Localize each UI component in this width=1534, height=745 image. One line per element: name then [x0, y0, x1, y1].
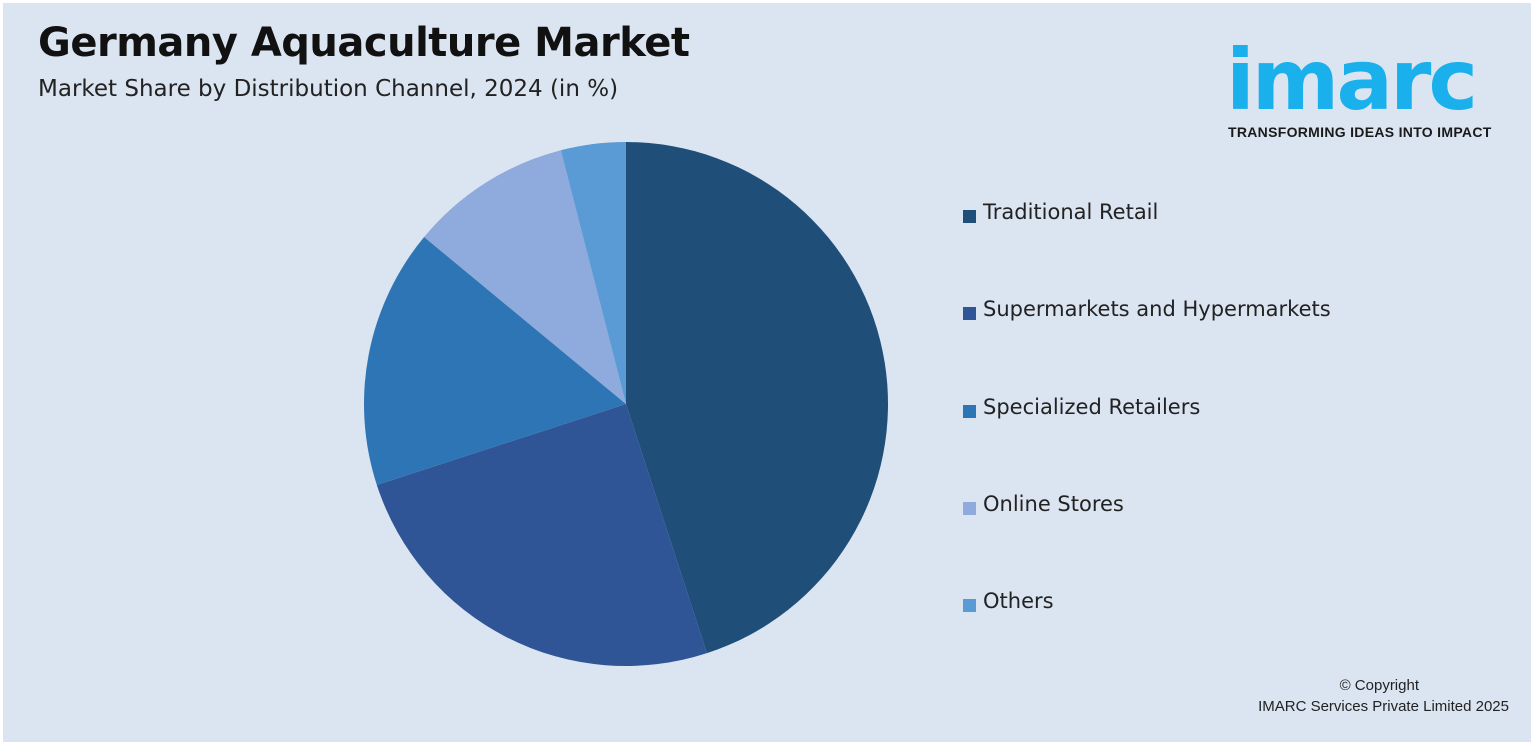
- copyright-label: © Copyright: [1339, 677, 1419, 694]
- legend-label: Online Stores: [983, 491, 1124, 516]
- legend-label: Specialized Retailers: [983, 394, 1201, 419]
- legend-swatch: [963, 210, 976, 223]
- copyright-notice: © Copyright IMARC Services Private Limit…: [1258, 675, 1509, 717]
- chart-title: Germany Aquaculture Market: [38, 20, 690, 66]
- pie-slice-traditional-retail: [626, 142, 888, 654]
- legend-swatch: [963, 307, 976, 321]
- pie-slice-online-stores: [424, 150, 626, 404]
- pie-slice-others: [560, 142, 626, 404]
- copyright-company: IMARC Services Private Limited 2025: [1258, 698, 1509, 715]
- legend-item: Specialized Retailers: [963, 395, 1331, 492]
- legend-label: Supermarkets and Hypermarkets: [983, 297, 1331, 322]
- pie-slice-supermarkets-and-hypermarkets: [376, 404, 707, 666]
- legend: Traditional Retail Supermarkets and Hyper…: [963, 200, 1331, 686]
- legend-item: Online Stores: [963, 492, 1331, 589]
- logo-tagline: TRANSFORMING IDEAS INTO IMPACT: [1228, 124, 1492, 140]
- legend-item: Supermarkets and Hypermarkets: [963, 297, 1331, 394]
- pie-slice-specialized-retailers: [363, 236, 626, 485]
- legend-label: Others: [983, 589, 1054, 614]
- legend-swatch: [963, 599, 976, 613]
- legend-label: Traditional Retail: [983, 200, 1159, 224]
- legend-item: Others: [963, 589, 1331, 686]
- legend-swatch: [963, 404, 976, 418]
- legend-swatch: [963, 501, 976, 515]
- logo-wordmark: imarc: [1226, 31, 1478, 129]
- legend-item: Traditional Retail: [963, 200, 1331, 297]
- chart-subtitle: Market Share by Distribution Channel, 20…: [38, 76, 619, 102]
- imarc-logo: imarc TRANSFORMING IDEAS INTO IMPACT: [1226, 16, 1518, 146]
